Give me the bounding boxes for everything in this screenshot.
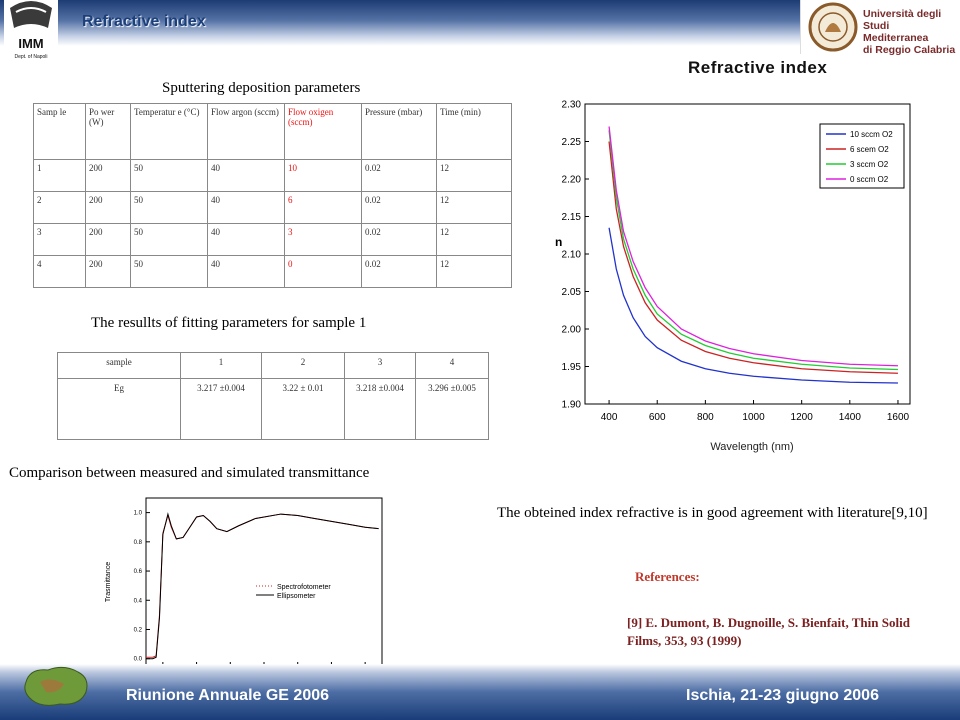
- table-row: 3 200 50 40 3 0.02 12: [33, 223, 512, 256]
- y-tick-label: 0.8: [134, 540, 143, 546]
- imm-logo-subtitle: Dept. of Napoli: [14, 54, 47, 60]
- sputtering-title: Sputtering deposition parameters: [162, 80, 361, 96]
- table-row: 4 200 50 40 0 0.02 12: [33, 255, 512, 288]
- x-axis-label: Wavelength (nm): [710, 441, 793, 453]
- y-tick-label: 0.0: [134, 657, 143, 663]
- y-tick-label: 2.00: [562, 324, 582, 335]
- table-row: 2 200 50 40 6 0.02 12: [33, 191, 512, 224]
- university-seal-icon: [808, 2, 858, 52]
- y-tick-label: 0.2: [134, 627, 143, 633]
- y-axis-label: Trasmittance: [105, 562, 112, 602]
- y-tick-label: 2.30: [562, 99, 582, 110]
- refractive-index-chart: 400 600 800 1000 1200 1400 1600 1.90 1.95 2.00 2.0…: [555, 99, 911, 453]
- plot-frame: [145, 497, 383, 667]
- imm-logo-name: IMM: [18, 36, 43, 51]
- series-line: [146, 512, 379, 660]
- x-tick-label: 1200: [791, 412, 814, 423]
- table-row: Eg 3.217 ±0.004 3.22 ± 0.01 3.218 ±0.004…: [57, 378, 489, 440]
- university-name: Università degli Studi Mediterranea di R…: [863, 8, 956, 56]
- legend-label: 3 sccm O2: [850, 160, 889, 169]
- header-cell: Flow argon (sccm): [207, 103, 285, 160]
- y-tick-label: 2.10: [562, 249, 582, 260]
- x-tick-label: 600: [649, 412, 666, 423]
- header-cell: Pressure (mbar): [361, 103, 437, 160]
- y-tick-label: 0.6: [134, 569, 143, 575]
- series-line: [608, 126, 898, 367]
- x-tick-label: 1400: [839, 412, 862, 423]
- header-title: Refractive index: [82, 13, 206, 30]
- header-cell: Po wer (W): [85, 103, 131, 160]
- fitting-title: The resullts of fitting parameters for s…: [91, 315, 367, 331]
- imm-logo: IMM Dept. of Napoli: [4, 0, 58, 62]
- sputtering-header-row: Samp le Po wer (W) Temperatur e (°C) Flo…: [33, 103, 512, 160]
- refractive-index-title: Refractive index: [688, 58, 828, 77]
- table-row: 1 200 50 40 10 0.02 12: [33, 159, 512, 192]
- x-tick-label: 1000: [742, 412, 765, 423]
- y-tick-label: 1.0: [134, 511, 143, 517]
- y-tick-label: 2.05: [562, 287, 582, 298]
- reference-item: [9] E. Dumont, B. Dugnoille, S. Bienfait…: [627, 615, 910, 648]
- footer-bar: [0, 664, 960, 720]
- legend-label: Ellipsometer: [277, 593, 316, 600]
- fitting-table: sample 1 2 3 4 Eg 3.217 ±0.004 3.22 ± 0.…: [57, 352, 489, 440]
- x-tick-label: 800: [697, 412, 714, 423]
- y-tick-label: 1.90: [562, 399, 582, 410]
- header-cell: Flow oxigen (sccm): [284, 103, 362, 160]
- y-axis-label: n: [555, 235, 562, 249]
- y-tick-label: 2.25: [562, 137, 582, 148]
- header-cell: Samp le: [33, 103, 86, 160]
- header-cell: Temperatur e (°C): [130, 103, 208, 160]
- references-heading: References:: [635, 569, 700, 584]
- x-tick-label: 1600: [887, 412, 910, 423]
- island-map-image: [20, 662, 92, 710]
- fitting-header-row: sample 1 2 3 4: [57, 352, 489, 379]
- series-line: [608, 141, 898, 374]
- header-cell: Time (min): [436, 103, 512, 160]
- legend-label: 6 scem O2: [850, 145, 889, 154]
- sputtering-table: Samp le Po wer (W) Temperatur e (°C) Flo…: [33, 103, 512, 288]
- footer-left: Riunione Annuale GE 2006: [126, 687, 330, 704]
- legend-label: 10 sccm O2: [850, 130, 893, 139]
- series-line: [608, 227, 898, 384]
- series-line: [608, 130, 898, 371]
- y-tick-label: 2.20: [562, 174, 582, 185]
- legend-label: 0 sccm O2: [850, 175, 889, 184]
- agreement-text: The obteined index refractive is in good…: [497, 505, 928, 521]
- transmittance-title: Comparison between measured and simulate…: [9, 465, 370, 481]
- legend-label: Spectrofotometer: [277, 584, 331, 591]
- footer-right: Ischia, 21-23 giugno 2006: [686, 687, 879, 704]
- university-logo: Università degli Studi Mediterranea di R…: [800, 0, 960, 56]
- y-tick-label: 1.95: [562, 362, 582, 373]
- y-tick-label: 0.4: [134, 598, 143, 604]
- imm-emblem: [10, 1, 52, 28]
- x-tick-label: 400: [601, 412, 618, 423]
- y-tick-label: 2.15: [562, 212, 582, 223]
